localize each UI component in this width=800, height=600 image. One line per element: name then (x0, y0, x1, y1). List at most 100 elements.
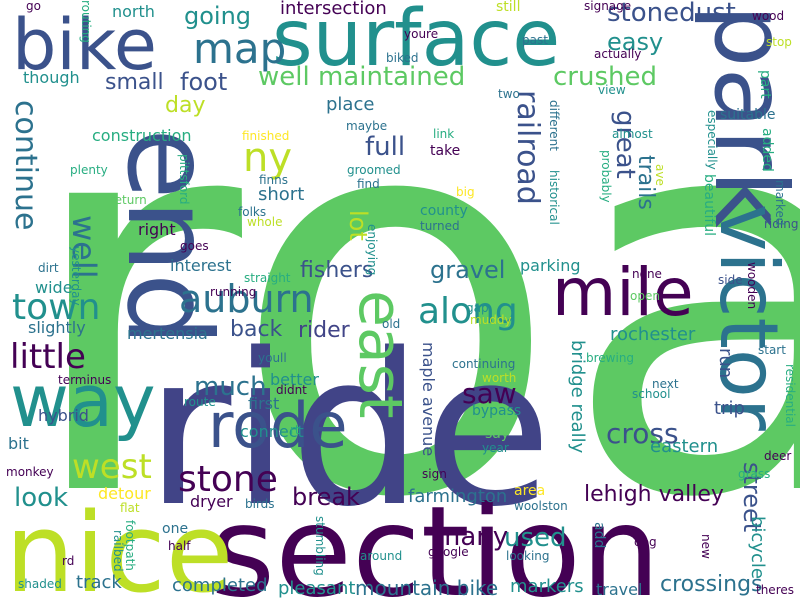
word-bicycle: bicycle (747, 516, 768, 579)
word-birds: birds (245, 497, 275, 511)
word-section: section (210, 480, 661, 600)
word-big: big (456, 185, 475, 199)
word-rode: rode (208, 389, 348, 462)
word-dog: dog (634, 535, 657, 549)
word-youll: youll (258, 351, 287, 365)
word-lehigh-valley: lehigh valley (584, 482, 724, 507)
word-rt: rt (290, 423, 300, 437)
word-railbed: railbed (111, 530, 125, 572)
word-intersection: intersection (280, 0, 387, 19)
word-folks: folks (238, 205, 267, 219)
word-mile: mile (552, 254, 694, 331)
word-turned: turned (420, 219, 460, 233)
word-crossings: crossings (660, 572, 763, 597)
word-north: north (112, 2, 155, 21)
word-footpath: footpath (123, 520, 137, 571)
word-start: start (758, 343, 786, 357)
word-parking: parking (520, 256, 581, 275)
word-looking: looking (506, 549, 550, 563)
word-almost: almost (612, 127, 653, 141)
word-year: year (482, 441, 509, 455)
word-back: back (230, 317, 283, 342)
word-west: west (72, 447, 152, 487)
word-map: map (193, 24, 287, 73)
word-school: school (632, 387, 671, 401)
word-link: link (433, 127, 455, 141)
word-along: along (418, 291, 518, 332)
word-fishers: fishers (300, 258, 374, 283)
word-route: route (184, 395, 216, 409)
word-wood: wood (752, 9, 785, 23)
word-continue: continue (8, 100, 43, 231)
word-shaded: shaded (18, 577, 62, 591)
word-finns: finns (259, 173, 289, 187)
word-ave: ave (653, 164, 667, 186)
word-monkey: monkey (6, 465, 54, 479)
word-still: still (496, 0, 521, 15)
word-full: full (365, 132, 406, 162)
word-run: run (715, 348, 736, 379)
word-new: new (699, 534, 713, 559)
word-one: one (162, 521, 189, 537)
word-old: old (382, 317, 401, 331)
word-farmington: farmington (408, 486, 508, 507)
word-better: better (270, 370, 319, 389)
word-maybe: maybe (346, 119, 388, 133)
word-though: though (23, 68, 80, 87)
word-ride: ride (145, 308, 553, 553)
word-construction: construction (92, 126, 192, 145)
word-different: different (547, 100, 561, 151)
word-next: next (652, 377, 679, 391)
word-stumbling: stumbling (313, 516, 327, 576)
word-east: east (345, 290, 415, 419)
word-google: google (428, 545, 469, 559)
word-plenty: plenty (70, 163, 108, 177)
word-little: little (10, 337, 86, 377)
word-muddy: muddy (470, 313, 512, 327)
word-trip: trip (714, 398, 745, 419)
word-past: past (522, 33, 548, 47)
word-saw: saw (462, 377, 517, 410)
word-suitable: suitable (720, 107, 776, 123)
word-pleasant: pleasant (278, 578, 356, 599)
word-short: short (258, 184, 305, 205)
word-added: added (759, 128, 775, 172)
word-grass: grass (738, 467, 771, 481)
word-return: return (110, 193, 147, 207)
word-surface: surface (272, 0, 561, 84)
word-yesterday: yesterday (69, 246, 83, 306)
word-routing: routing (79, 0, 93, 43)
word-didnt: didnt (276, 383, 307, 397)
word-worth: worth (482, 371, 517, 385)
word-finished: finished (242, 129, 290, 143)
word-markers: markers (510, 576, 584, 597)
word-enjoying: enjoying (365, 224, 379, 276)
word-theres: theres (756, 583, 794, 597)
word-first: first (248, 394, 280, 413)
word-woolston: woolston (514, 499, 568, 513)
word-half: half (168, 539, 191, 553)
word-going: going (184, 2, 252, 30)
word-ny: ny (243, 135, 293, 181)
word-residential: residential (783, 364, 797, 427)
word-bike: bike (12, 4, 157, 86)
word-slightly: slightly (28, 318, 86, 337)
word-add: add (591, 522, 607, 549)
word-used: used (504, 523, 567, 553)
word-open: open (630, 289, 660, 303)
word-way: way (10, 359, 156, 443)
word-nice: nice (5, 489, 234, 600)
word-track: track (76, 572, 122, 593)
word-foot: foot (180, 68, 228, 96)
word-rochester: rochester (610, 324, 696, 345)
word-pittsford: pittsford (177, 154, 191, 205)
word-area: area (514, 483, 546, 499)
word-riding: riding (764, 217, 799, 231)
word-find: find (357, 177, 380, 191)
word-connect: connect (240, 422, 304, 441)
word-stonedust: stonedust (607, 0, 736, 28)
word-stop: stop (766, 35, 792, 49)
word-day: day (165, 93, 206, 118)
word-sign: sign (422, 467, 447, 481)
